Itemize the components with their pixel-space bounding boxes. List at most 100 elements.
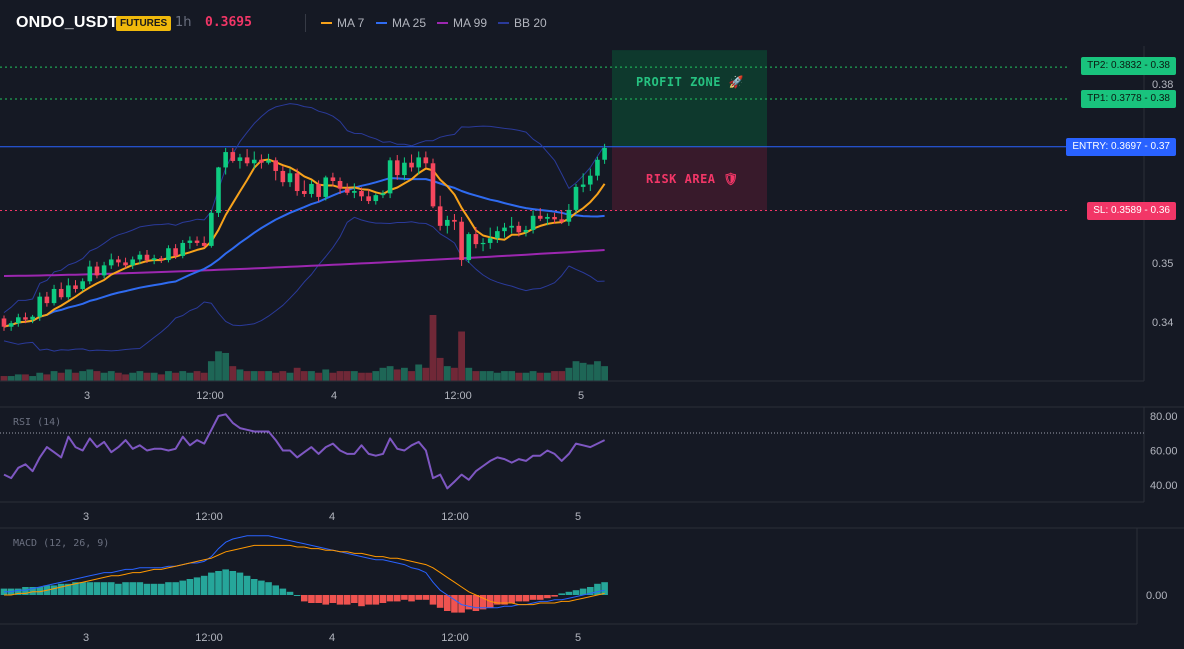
candle-body xyxy=(309,183,314,194)
volume-bar xyxy=(7,376,15,381)
macd-histogram-bar xyxy=(193,577,201,595)
legend-ma25[interactable]: MA 25 xyxy=(376,16,426,30)
macd-histogram-bar xyxy=(57,583,65,595)
candle-body xyxy=(244,157,250,164)
volume-bar xyxy=(72,372,79,381)
volume-bar xyxy=(64,369,72,381)
volume-bar xyxy=(272,372,280,381)
volume-bar xyxy=(386,366,394,381)
timeframe-label[interactable]: 1h xyxy=(175,15,192,30)
volume-bar xyxy=(215,351,222,381)
macd-line xyxy=(4,535,605,609)
macd-histogram-bar xyxy=(301,595,308,602)
macd-histogram-bar xyxy=(22,587,29,595)
candle-body xyxy=(502,227,507,232)
volume-bar xyxy=(107,371,115,381)
candle-body xyxy=(523,229,529,233)
volume-bars xyxy=(0,315,608,381)
macd-histogram-bar xyxy=(351,595,358,603)
candle-body xyxy=(108,259,114,266)
rsi-axis: 80.00 60.00 40.00 xyxy=(1150,411,1178,492)
ma7-line xyxy=(3,158,606,328)
macd-histogram-bar xyxy=(286,591,294,595)
level-lines xyxy=(0,66,1070,211)
candle-body xyxy=(330,177,336,181)
volume-bar xyxy=(265,371,272,381)
volume-bar xyxy=(536,372,544,381)
volume-bar xyxy=(279,371,287,381)
volume-bar xyxy=(379,367,387,381)
macd-histogram-bar xyxy=(243,575,251,595)
last-price: 0.3695 xyxy=(205,15,252,30)
risk-area-label: RISK AREA 🛡 xyxy=(646,172,739,186)
time-axis-label: 12:00 xyxy=(195,511,223,523)
volume-bar xyxy=(258,371,265,381)
time-axis-label: 4 xyxy=(329,632,335,644)
volume-bar xyxy=(415,364,423,381)
volume-bar xyxy=(207,361,215,381)
candle-body xyxy=(151,258,157,261)
candle-body xyxy=(209,212,214,246)
macd-histogram-bar xyxy=(472,595,480,611)
entry-label: ENTRY: 0.3697 xyxy=(1072,141,1142,152)
macd-histogram-bar xyxy=(436,595,444,608)
candle-body xyxy=(173,248,178,256)
volume-bar xyxy=(43,374,51,381)
candle-body xyxy=(223,152,228,168)
candle-body xyxy=(509,225,514,228)
macd-histogram-bar xyxy=(365,595,372,605)
rsi-title: RSI (14) xyxy=(13,417,61,428)
legend-bb20[interactable]: BB 20 xyxy=(498,16,547,30)
candle-body xyxy=(545,216,550,219)
time-axis-label: 12:00 xyxy=(444,390,472,402)
time-axis-label: 12:00 xyxy=(196,390,224,402)
legend-swatch-icon xyxy=(437,21,448,24)
macd-histogram-bar xyxy=(36,587,44,595)
macd-histogram-bar xyxy=(236,572,244,595)
macd-axis-label: 0.00 xyxy=(1146,590,1167,602)
macd-histogram-bar xyxy=(587,587,594,595)
tp1-axis: 0.38 xyxy=(1150,93,1170,104)
candle-body xyxy=(323,177,329,197)
time-axis-label: 3 xyxy=(83,632,89,644)
macd-histogram-bar xyxy=(129,582,136,595)
candle-body xyxy=(530,215,536,230)
macd-histogram-bar xyxy=(15,588,22,595)
ma25-line xyxy=(3,177,605,328)
macd-histogram-bar xyxy=(601,582,608,595)
futures-badge: FUTURES xyxy=(116,16,172,31)
macd-histogram-bar xyxy=(100,582,108,595)
macd-histogram-bar xyxy=(379,595,387,603)
candle-body xyxy=(187,240,193,243)
macd-histogram-bar xyxy=(386,595,394,602)
price-axis-label: 0.38 xyxy=(1152,79,1173,91)
volume-bar xyxy=(157,374,165,381)
chart-header: ONDO_USDT FUTURES 1h 0.3695 MA 7 MA 25 M… xyxy=(0,0,1184,46)
time-axis-label: 4 xyxy=(331,390,337,402)
candle-body xyxy=(337,180,343,189)
macd-histogram-bar xyxy=(150,583,158,595)
header-divider xyxy=(305,14,306,32)
candle-body xyxy=(30,316,35,320)
macd-histogram-bar xyxy=(72,582,79,595)
volume-bar xyxy=(115,372,122,381)
volume-bar xyxy=(493,372,501,381)
macd-histogram-bar xyxy=(272,585,279,595)
legend-ma99[interactable]: MA 99 xyxy=(437,16,487,30)
symbol-label[interactable]: ONDO_USDT xyxy=(16,14,119,31)
macd-histogram-bar xyxy=(93,582,101,595)
time-axes: 3 12:00 4 12:00 5 3 12:00 4 12:00 5 3 12:00 4 12:00 5 xyxy=(83,390,584,644)
macd-histogram-bar xyxy=(222,569,229,595)
volume-bar xyxy=(136,371,144,381)
candle-body xyxy=(373,195,379,202)
candle-body xyxy=(537,215,543,219)
macd-histogram-bar xyxy=(565,591,573,595)
candle-body xyxy=(459,221,464,261)
volume-bar xyxy=(408,371,415,381)
legend-ma99-label: MA 99 xyxy=(453,16,488,30)
volume-bar xyxy=(465,367,473,381)
volume-bar xyxy=(14,374,22,381)
legend-ma7[interactable]: MA 7 xyxy=(321,16,364,30)
volume-bar xyxy=(222,352,230,381)
